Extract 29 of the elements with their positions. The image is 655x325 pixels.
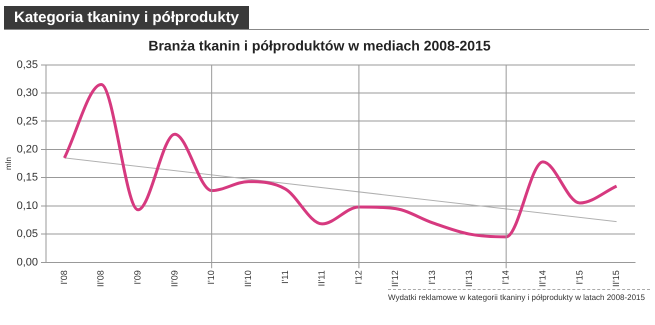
x-tick-label: II'08: [96, 270, 106, 288]
y-tick-label: 0,30: [16, 87, 38, 100]
x-tick-label: I'13: [427, 270, 438, 285]
x-tick-label: II'11: [316, 270, 327, 286]
line-series: [62, 83, 618, 238]
y-tick-label: 0,10: [16, 200, 38, 212]
x-tick-label: II'15: [611, 270, 622, 288]
y-tick-label: 0,05: [16, 228, 38, 240]
x-tick-label: I'15: [574, 270, 584, 285]
x-tick-label: II'12: [390, 270, 400, 288]
x-tick-label: II'09: [169, 270, 180, 288]
x-tick-label: I'14: [500, 270, 511, 285]
x-tick-label: I'09: [132, 270, 143, 285]
x-tick-label: II'10: [242, 270, 253, 288]
y-tick-label: 0,35: [16, 58, 38, 71]
x-tick-label: I'11: [280, 270, 290, 284]
x-tick-label: II'13: [464, 270, 474, 288]
y-tick-label: 0,25: [16, 115, 38, 128]
y-tick-label: 0,15: [16, 172, 38, 184]
x-tick-label: I'08: [58, 270, 69, 285]
x-tick-label: I'10: [206, 270, 216, 285]
x-tick-label: I'12: [353, 270, 364, 285]
chart-title: Kategoria tkaniny i półprodukty: [4, 6, 250, 29]
y-axis-title: mln: [4, 157, 14, 170]
y-tick-label: 0,20: [16, 143, 38, 156]
x-tick-label: II'14: [537, 270, 548, 288]
y-tick-label: 0,00: [16, 256, 38, 268]
chart-subtitle: Branża tkanin i półproduktów w mediach 2008-2015: [148, 37, 491, 54]
text: Wydatki reklamowe w kategorii tkaniny i półprodukty w latach 2008-2015: [388, 293, 646, 302]
